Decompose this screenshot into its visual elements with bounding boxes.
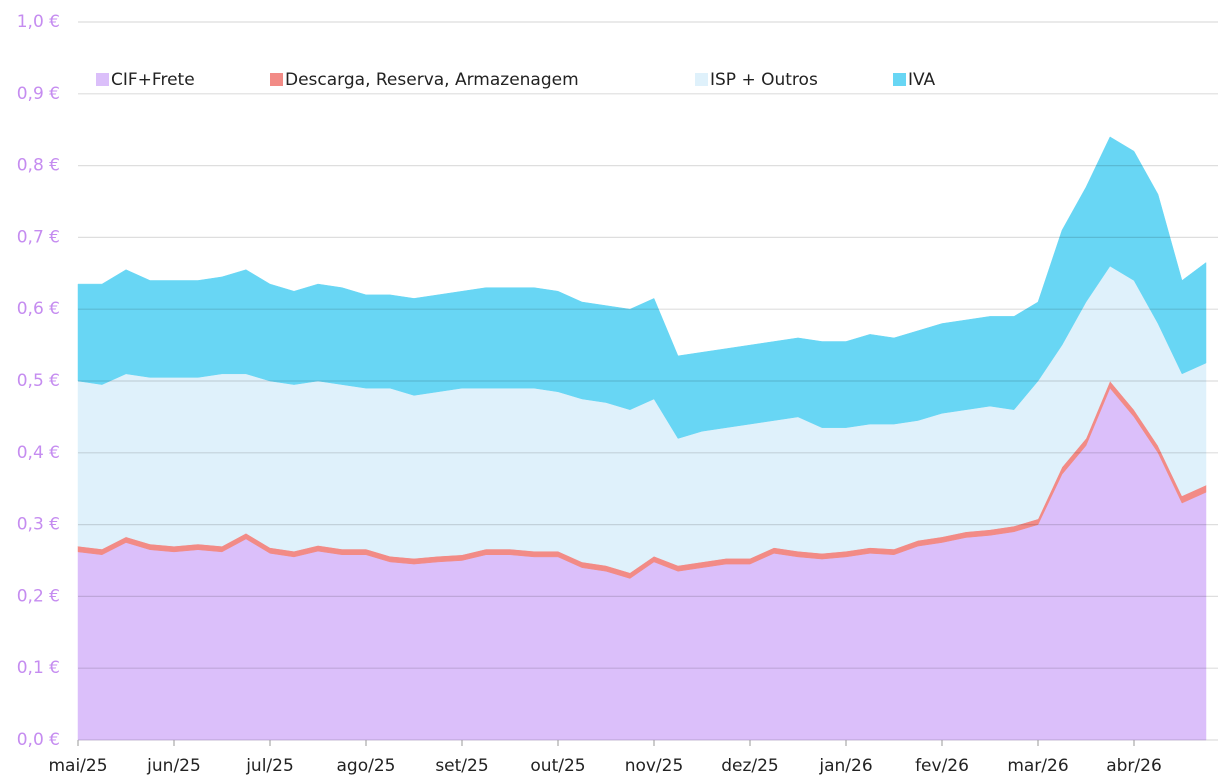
area xyxy=(77,136,1207,439)
x-tick-label: abr/26 xyxy=(1106,756,1162,776)
x-tick-label: nov/25 xyxy=(625,756,684,776)
legend-swatch xyxy=(270,73,283,86)
legend-label: IVA xyxy=(908,70,936,90)
x-tick-label: jan/26 xyxy=(818,756,872,776)
legend-label: Descarga, Reserva, Armazenagem xyxy=(285,70,579,90)
y-tick-label: 0,8 € xyxy=(17,156,60,176)
legend-swatch xyxy=(893,73,906,86)
y-tick-label: 1,0 € xyxy=(17,12,60,32)
y-tick-label: 0,4 € xyxy=(17,443,60,463)
x-tick-label: mai/25 xyxy=(48,756,107,776)
y-tick-label: 0,5 € xyxy=(17,371,60,391)
y-tick-label: 0,0 € xyxy=(17,730,60,750)
x-tick-label: mar/26 xyxy=(1007,756,1068,776)
legend-swatch xyxy=(695,73,708,86)
y-tick-label: 0,9 € xyxy=(17,84,60,104)
legend-label: CIF+Frete xyxy=(111,70,195,90)
legend-swatch xyxy=(96,73,109,86)
y-tick-label: 0,3 € xyxy=(17,515,60,535)
x-tick-label: jul/25 xyxy=(245,756,294,776)
legend-label: ISP + Outros xyxy=(710,70,818,90)
y-tick-label: 0,6 € xyxy=(17,299,60,319)
x-tick-label: set/25 xyxy=(435,756,488,776)
x-tick-label: out/25 xyxy=(530,756,585,776)
x-tick-label: fev/26 xyxy=(915,756,969,776)
y-tick-label: 0,7 € xyxy=(17,227,60,247)
y-tick-label: 0,1 € xyxy=(17,658,60,678)
x-tick-label: ago/25 xyxy=(337,756,396,776)
x-tick-label: dez/25 xyxy=(721,756,779,776)
y-tick-label: 0,2 € xyxy=(17,586,60,606)
x-tick-label: jun/25 xyxy=(146,756,201,776)
